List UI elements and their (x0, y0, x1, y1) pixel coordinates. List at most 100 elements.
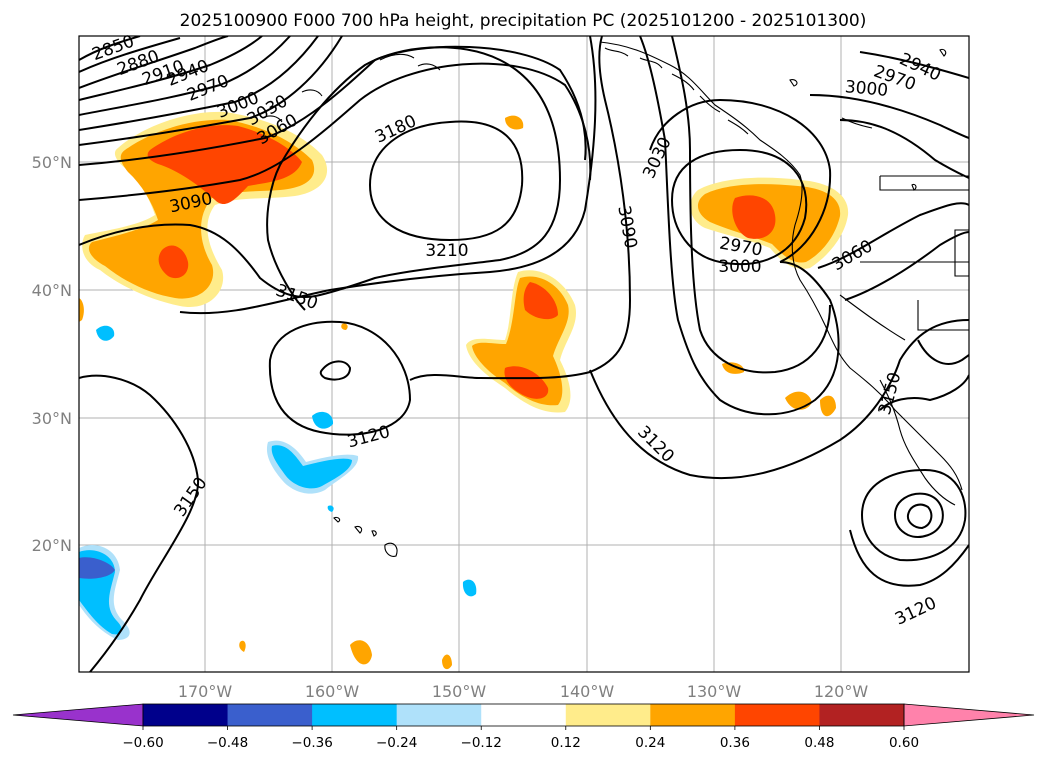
colorbar-bin (650, 704, 736, 726)
colorbar-bin (143, 704, 229, 726)
contour-line (79, 374, 200, 672)
contour-line (409, 36, 632, 381)
contour-line (893, 492, 944, 538)
contour-label: 3000 (718, 257, 761, 277)
colorbar-tick-label: −0.12 (461, 735, 502, 751)
colorbar-bin (481, 704, 567, 726)
contour-line (79, 36, 343, 146)
contour-line (670, 148, 808, 266)
precip-region (327, 505, 334, 512)
lon-tick: 140°W (560, 682, 615, 701)
lon-tick: 160°W (305, 682, 360, 701)
lat-tick: 50°N (32, 153, 72, 172)
precip-region (442, 654, 452, 670)
contour-line (368, 120, 524, 242)
colorbar-tick-label: 0.36 (720, 735, 750, 751)
lon-tick: 170°W (178, 682, 233, 701)
contour-line (639, 36, 840, 416)
colorbar-bin (227, 704, 313, 726)
colorbar-extend-left (12, 703, 144, 727)
lat-tick: 30°N (32, 409, 72, 428)
map-frame (78, 35, 970, 673)
precip-region (271, 445, 352, 489)
colorbar-outline (142, 703, 905, 727)
precip-region (732, 195, 776, 239)
colorbar: −0.60 −0.48 −0.36 −0.24 −0.12 0.12 0.24 0.36 0.4… (12, 703, 1035, 751)
border-box (954, 229, 969, 277)
lon-tick: 130°W (687, 682, 742, 701)
colorbar-tick-label: 0.12 (551, 735, 581, 751)
small-islands (789, 48, 947, 191)
contour-line (671, 36, 831, 374)
precip-region (504, 366, 549, 399)
precip-region (79, 557, 115, 579)
precip-region (820, 395, 836, 417)
state-borders (839, 117, 969, 341)
coastline (261, 53, 441, 123)
contour-line (179, 36, 597, 315)
colorbar-tick-label: −0.48 (207, 735, 248, 751)
precip-region (722, 362, 745, 374)
contour-line (844, 231, 969, 301)
contour-line (917, 339, 969, 365)
precip-positive-shading (79, 111, 849, 670)
coastlines (261, 41, 969, 557)
colorbar-bin (312, 704, 398, 726)
hawaii-islands (333, 516, 398, 557)
contour-line (79, 46, 562, 311)
colorbar-bin (565, 704, 651, 726)
precip-region (312, 411, 334, 429)
precip-region (350, 640, 372, 665)
colorbar-tick-label: −0.24 (376, 735, 417, 751)
contour-line (79, 36, 319, 131)
colorbar-tick-label: −0.60 (122, 735, 163, 751)
lat-ticks: 50°N 40°N 30°N 20°N (32, 153, 72, 555)
colorbar-bin (819, 704, 905, 726)
precip-region (505, 115, 524, 130)
colorbar-extend-right (903, 703, 1035, 727)
contour-line (860, 468, 967, 562)
contour-line (809, 94, 969, 139)
contour-line (839, 119, 969, 179)
contour-line (879, 374, 969, 411)
precip-region (79, 298, 84, 322)
contour-line (589, 319, 969, 480)
colorbar-tick-label: 0.60 (889, 735, 919, 751)
colorbar-tick-label: 0.48 (804, 735, 834, 751)
precip-region (523, 282, 558, 320)
contour-line (817, 202, 969, 269)
coastline (599, 41, 963, 491)
contour-line (906, 503, 933, 530)
contour-line (859, 51, 969, 79)
contour-line (319, 360, 352, 381)
precip-region (341, 323, 348, 330)
lon-tick: 150°W (432, 682, 487, 701)
contour-label: 3210 (425, 241, 468, 261)
lat-tick: 20°N (32, 536, 72, 555)
contour-line (79, 36, 141, 61)
lon-ticks: 170°W 160°W 150°W 140°W 130°W 120°W (178, 682, 869, 701)
lat-tick: 40°N (32, 281, 72, 300)
colorbar-tick-label: −0.36 (291, 735, 332, 751)
contour-line (79, 36, 229, 89)
contour-line (268, 320, 412, 436)
precip-negative-shading (79, 325, 477, 640)
contour-line (79, 62, 592, 201)
gridlines (79, 36, 969, 672)
precip-region (239, 640, 246, 652)
lon-tick: 120°W (814, 682, 869, 701)
colorbar-bin (734, 704, 820, 726)
contour-line (849, 529, 969, 587)
coastline (604, 47, 749, 135)
precip-region (462, 579, 477, 597)
contour-line (79, 36, 263, 101)
precip-region (158, 245, 189, 279)
precip-region (147, 125, 302, 205)
colorbar-tick-label: 0.24 (635, 735, 665, 751)
contour-line (649, 98, 832, 263)
contour-line (79, 37, 181, 73)
contour-line (79, 36, 291, 116)
map-title: 2025100900 F000 700 hPa height, precipit… (180, 11, 867, 31)
